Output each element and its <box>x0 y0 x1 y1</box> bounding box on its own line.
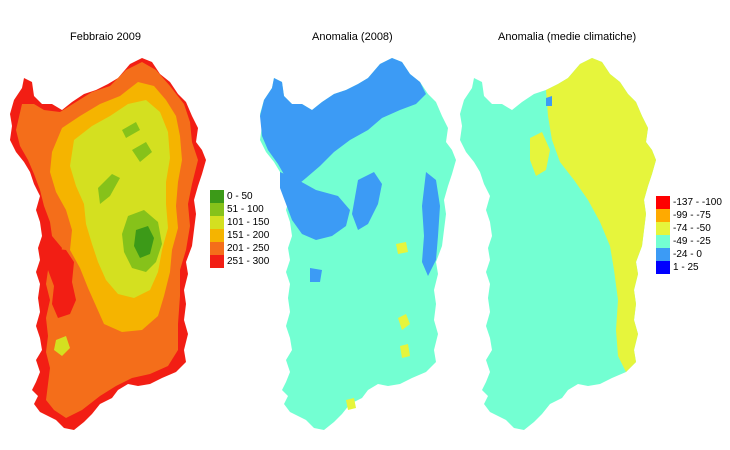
p2-center-blue <box>352 172 382 230</box>
p3-east-yellow <box>546 58 656 372</box>
panel-1-title: Febbraio 2009 <box>70 31 141 43</box>
legend-3-item: -74 - -50 <box>656 222 722 235</box>
legend-1-item: 51 - 100 <box>210 203 269 216</box>
legend-1-item: 101 - 150 <box>210 216 269 229</box>
panel-3-title: Anomalia (medie climatiche) <box>498 31 637 43</box>
legend-3-label: -49 - -25 <box>673 236 711 247</box>
p1-ridge-b <box>132 142 152 162</box>
legend-3-item: -24 - 0 <box>656 248 722 261</box>
legend-panel-1: 0 - 50 51 - 100 101 - 150 151 - 200 201 … <box>210 190 269 268</box>
legend-panel-3: -137 - -100 -99 - -75 -74 - -50 -49 - -2… <box>656 196 722 274</box>
panel-2-title: Anomalia (2008) <box>312 31 393 43</box>
legend-1-swatch <box>210 242 224 255</box>
legend-1-label: 151 - 200 <box>227 230 270 241</box>
legend-1-swatch <box>210 229 224 242</box>
legend-3-swatch <box>656 196 670 209</box>
legend-1-item: 251 - 300 <box>210 255 269 268</box>
legend-3-item: -49 - -25 <box>656 235 722 248</box>
map-panel-2 <box>260 58 456 430</box>
p2-yellow-d <box>346 398 356 410</box>
p2-nw-blue <box>260 58 426 188</box>
legend-1-swatch <box>210 216 224 229</box>
map-panel-3 <box>460 58 656 430</box>
legend-3-label: -99 - -75 <box>673 210 711 221</box>
p1-ridge-c <box>122 122 140 138</box>
legend-1-item: 0 - 50 <box>210 190 269 203</box>
p1-red-west <box>48 248 76 318</box>
p2-yellow-b <box>398 314 410 330</box>
legend-3-swatch <box>656 248 670 261</box>
legend-3-label: -137 - -100 <box>673 197 722 208</box>
legend-3-swatch <box>656 222 670 235</box>
p2-yellow-c <box>400 344 410 358</box>
legend-1-label: 51 - 100 <box>227 204 264 215</box>
legend-3-swatch <box>656 261 670 274</box>
p1-ridge-a <box>98 174 120 204</box>
legend-1-label: 201 - 250 <box>227 243 270 254</box>
legend-3-swatch <box>656 235 670 248</box>
legend-1-label: 0 - 50 <box>227 191 253 202</box>
p1-south-yellow <box>54 336 70 356</box>
p3-central-yellow <box>530 132 550 176</box>
legend-3-label: -74 - -50 <box>673 223 711 234</box>
legend-1-swatch <box>210 190 224 203</box>
p2-west-blue <box>280 172 350 240</box>
legend-1-item: 201 - 250 <box>210 242 269 255</box>
p2-sw-blue <box>310 268 322 282</box>
legend-3-item: 1 - 25 <box>656 261 722 274</box>
map-panel-1 <box>10 58 206 430</box>
legend-3-item: -99 - -75 <box>656 209 722 222</box>
legend-3-label: 1 - 25 <box>673 262 699 273</box>
legend-3-item: -137 - -100 <box>656 196 722 209</box>
p1-peak <box>134 226 154 258</box>
p2-east-blue <box>422 172 440 276</box>
legend-1-swatch <box>210 203 224 216</box>
legend-3-swatch <box>656 209 670 222</box>
p3-north-blue <box>546 96 552 106</box>
legend-1-swatch <box>210 255 224 268</box>
p2-yellow-a <box>396 242 408 254</box>
legend-1-label: 251 - 300 <box>227 256 270 267</box>
legend-3-label: -24 - 0 <box>673 249 702 260</box>
legend-1-label: 101 - 150 <box>227 217 270 228</box>
legend-1-item: 151 - 200 <box>210 229 269 242</box>
